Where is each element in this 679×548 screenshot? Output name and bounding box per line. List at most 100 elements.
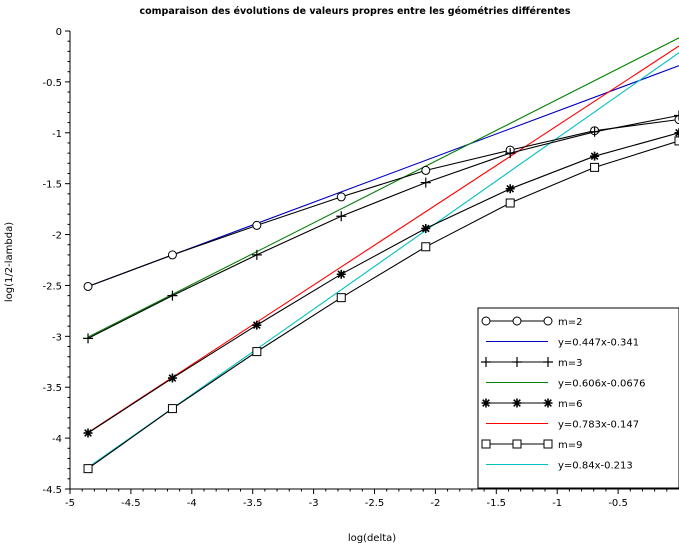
legend-item: m=9 xyxy=(481,439,582,451)
data-point xyxy=(421,242,431,252)
x-tick-label: -4 xyxy=(187,498,197,509)
data-point xyxy=(674,110,679,121)
chart-title: comparaison des évolutions de valeurs pr… xyxy=(139,6,570,17)
data-point xyxy=(336,192,346,202)
data-point xyxy=(336,211,347,222)
legend-label: y=0.783x-0.147 xyxy=(558,420,639,431)
legend: m=2 y=0.447x-0.341 m=3 y=0.606x-0.0676 m=6 y=… xyxy=(477,307,679,489)
series-0 xyxy=(83,115,679,291)
data-point xyxy=(167,250,177,260)
series-6 xyxy=(83,136,679,474)
data-point xyxy=(252,347,262,357)
y-tick-label: -1 xyxy=(52,129,62,140)
legend-marker xyxy=(512,398,522,408)
x-tick-label: -1 xyxy=(552,498,562,509)
fit-line xyxy=(87,45,679,434)
x-tick-label: -5 xyxy=(65,498,75,509)
legend-label: y=0.447x-0.341 xyxy=(558,338,639,349)
x-tick-label: -0.5 xyxy=(608,498,628,509)
data-point xyxy=(336,293,346,303)
y-axis-label: log(1/2-lambda) xyxy=(4,222,15,302)
y-tick-label: -0.5 xyxy=(42,78,62,89)
series-4 xyxy=(83,128,679,438)
data-point xyxy=(674,115,679,125)
x-tick-label: -3.5 xyxy=(243,498,263,509)
legend-label: m=3 xyxy=(558,358,582,369)
data-point xyxy=(83,464,93,474)
legend-item: m=6 xyxy=(481,398,582,410)
series-2 xyxy=(83,110,679,344)
y-tick-label: -2.5 xyxy=(42,281,62,292)
legend-marker xyxy=(543,316,553,326)
legend-marker xyxy=(543,357,553,367)
legend-item: y=0.606x-0.0676 xyxy=(486,379,645,390)
fit-line xyxy=(87,37,679,338)
data-point xyxy=(674,136,679,146)
data-point xyxy=(505,184,515,194)
data-point xyxy=(421,223,431,233)
data-point xyxy=(167,290,178,301)
plot-area xyxy=(83,37,679,474)
legend-item: y=0.447x-0.341 xyxy=(486,338,639,349)
legend-item: y=0.783x-0.147 xyxy=(486,420,639,431)
legend-label: m=6 xyxy=(558,399,582,410)
data-point xyxy=(674,128,679,138)
data-point xyxy=(167,404,177,414)
x-axis-label: log(delta) xyxy=(348,533,396,544)
series-3 xyxy=(87,37,679,338)
data-point xyxy=(421,165,431,175)
legend-item: y=0.84x-0.213 xyxy=(486,461,633,472)
legend-marker xyxy=(512,357,522,367)
x-tick-label: -4.5 xyxy=(121,498,141,509)
axes: -5 -4.5 -4 -3.5 -3 -2.5 -2 -1.5 -1 -0.50-0.5-1-1.… xyxy=(42,27,679,509)
legend-label: m=2 xyxy=(558,317,582,328)
y-tick-label: 0 xyxy=(56,27,62,38)
legend-marker xyxy=(481,439,491,449)
data-point xyxy=(83,281,93,291)
fit-line xyxy=(87,52,679,468)
y-tick-label: -4.5 xyxy=(42,485,62,496)
series-line xyxy=(87,118,679,288)
legend-marker xyxy=(543,398,553,408)
legend-label: y=0.84x-0.213 xyxy=(558,461,633,472)
data-point xyxy=(590,162,600,172)
series-line xyxy=(87,140,679,470)
x-tick-label: -2 xyxy=(430,498,440,509)
y-tick-label: -2 xyxy=(52,231,62,242)
data-point xyxy=(589,126,600,137)
x-tick-label: -1.5 xyxy=(487,498,507,509)
series-5 xyxy=(87,45,679,434)
y-tick-label: -3.5 xyxy=(42,383,62,394)
data-point xyxy=(252,220,262,230)
data-point xyxy=(251,249,262,260)
series-line xyxy=(87,114,679,339)
legend-item: m=2 xyxy=(481,316,582,328)
x-tick-label: -3 xyxy=(309,498,319,509)
data-point xyxy=(505,148,516,159)
series-line xyxy=(87,132,679,434)
y-tick-label: -3 xyxy=(52,332,62,343)
data-point xyxy=(252,320,262,330)
data-point xyxy=(336,269,346,279)
legend-item: m=3 xyxy=(481,357,582,369)
legend-label: m=9 xyxy=(558,440,582,451)
data-point xyxy=(505,198,515,208)
data-point xyxy=(83,333,94,344)
y-tick-label: -1.5 xyxy=(42,180,62,191)
y-tick-label: -4 xyxy=(52,434,62,445)
data-point xyxy=(590,151,600,161)
x-tick-label: -2.5 xyxy=(365,498,385,509)
legend-marker xyxy=(481,398,491,408)
legend-marker xyxy=(512,316,522,326)
legend-marker xyxy=(543,439,553,449)
legend-box xyxy=(477,307,679,489)
data-point xyxy=(167,373,177,383)
data-point xyxy=(83,428,93,438)
data-point xyxy=(420,177,431,188)
series-7 xyxy=(87,52,679,468)
legend-marker xyxy=(481,316,491,326)
legend-label: y=0.606x-0.0676 xyxy=(558,379,645,390)
legend-marker xyxy=(481,357,491,367)
legend-marker xyxy=(512,439,522,449)
